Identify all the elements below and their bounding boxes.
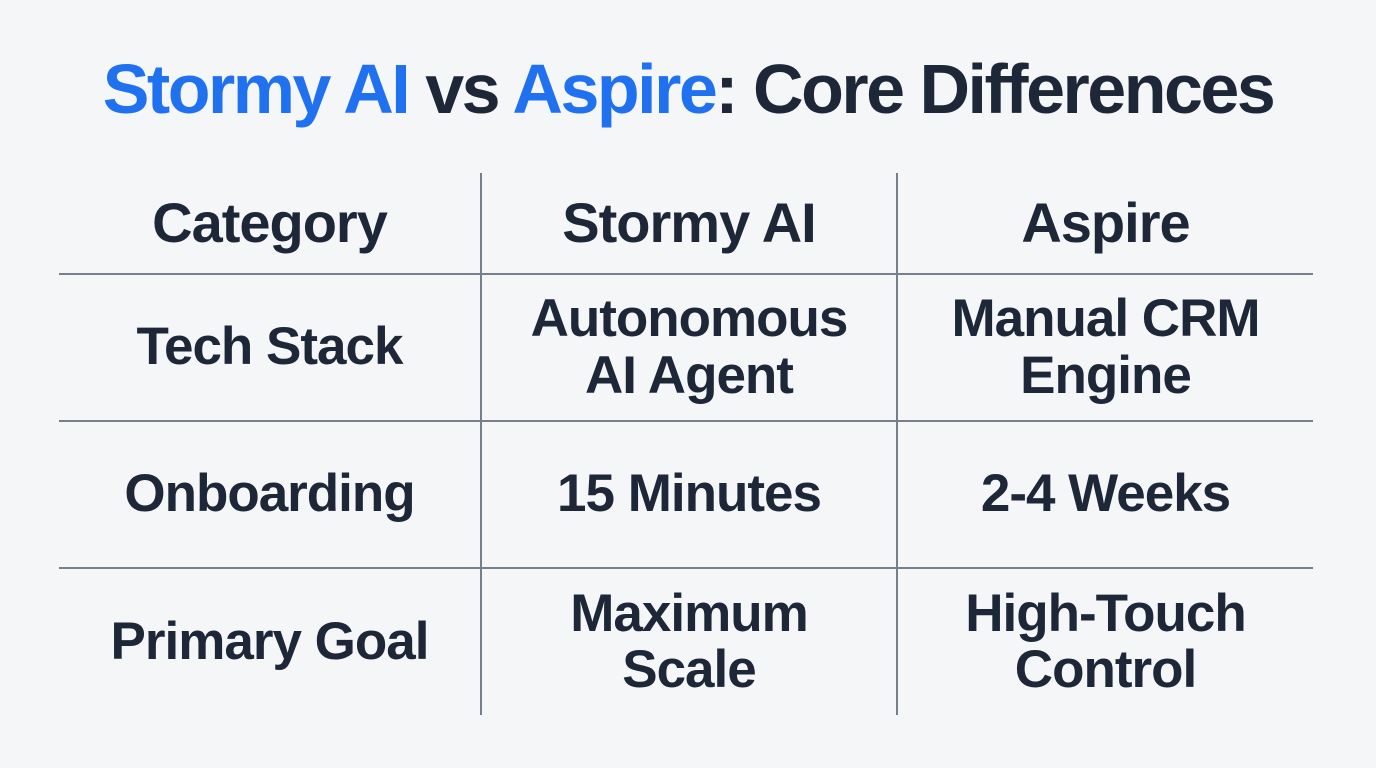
cell-onboarding-aspire-value: 2-4 Weeks <box>980 464 1231 524</box>
title-vs-text: vs <box>408 50 513 128</box>
cell-tech-stack-aspire-value: Manual CRM Engine <box>951 289 1261 405</box>
cell-onboarding-stormy: 15 Minutes <box>480 422 896 569</box>
title-suffix-text: : Core Differences <box>715 50 1275 128</box>
cell-tech-stack-aspire: Manual CRM Engine <box>896 275 1313 422</box>
page-title: Stormy AI vs Aspire: Core Differences <box>0 54 1376 124</box>
cell-primary-goal-stormy-value: Maximum Scale <box>570 583 808 699</box>
cell-tech-stack-category: Tech Stack <box>136 317 404 377</box>
column-header-stormy-ai: Stormy AI <box>480 173 896 275</box>
cell-primary-goal-category: Primary Goal <box>110 611 430 671</box>
row-label-primary-goal: Primary Goal <box>59 569 480 715</box>
column-header-category: Category <box>59 173 480 275</box>
column-header-category-label: Category <box>152 191 388 255</box>
row-label-tech-stack: Tech Stack <box>59 275 480 422</box>
row-label-onboarding: Onboarding <box>59 422 480 569</box>
cell-onboarding-category: Onboarding <box>124 464 415 524</box>
comparison-table: Category Stormy AI Aspire Tech Stack Aut… <box>59 173 1313 715</box>
cell-primary-goal-stormy: Maximum Scale <box>480 569 896 715</box>
title-brand-stormy: Stormy AI <box>102 50 411 128</box>
column-header-aspire-label: Aspire <box>1021 191 1190 255</box>
cell-primary-goal-aspire-value: High-Touch Control <box>965 583 1246 699</box>
cell-onboarding-stormy-value: 15 Minutes <box>557 464 822 524</box>
cell-primary-goal-aspire: High-Touch Control <box>896 569 1313 715</box>
column-header-aspire: Aspire <box>896 173 1313 275</box>
cell-onboarding-aspire: 2-4 Weeks <box>896 422 1313 569</box>
column-header-stormy-ai-label: Stormy AI <box>562 191 816 255</box>
title-brand-aspire: Aspire <box>512 50 717 128</box>
cell-tech-stack-stormy-value: Autonomous AI Agent <box>530 289 849 405</box>
cell-tech-stack-stormy: Autonomous AI Agent <box>480 275 896 422</box>
